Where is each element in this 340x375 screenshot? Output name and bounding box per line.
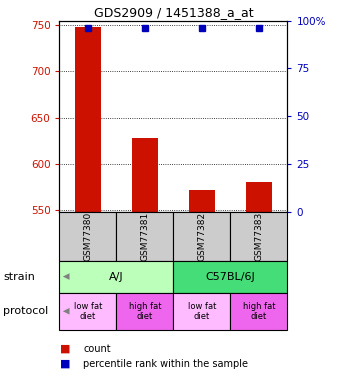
Bar [59, 212, 116, 261]
Text: GSM77381: GSM77381 [140, 211, 149, 261]
Bar [132, 138, 158, 212]
Text: strain: strain [3, 272, 35, 282]
Text: GSM77380: GSM77380 [84, 211, 92, 261]
Text: A/J: A/J [109, 272, 124, 282]
Text: high fat
diet: high fat diet [242, 302, 275, 321]
Text: GSM77382: GSM77382 [198, 211, 206, 261]
Text: percentile rank within the sample: percentile rank within the sample [83, 359, 248, 369]
Bar [231, 212, 287, 261]
Bar [173, 261, 287, 292]
Text: ■: ■ [59, 359, 70, 369]
Bar [231, 292, 287, 330]
Bar [116, 212, 173, 261]
Text: GSM77383: GSM77383 [254, 211, 263, 261]
Bar [173, 292, 231, 330]
Text: protocol: protocol [3, 306, 49, 316]
Text: C57BL/6J: C57BL/6J [205, 272, 255, 282]
Text: ■: ■ [59, 344, 70, 354]
Bar [116, 292, 173, 330]
Bar [59, 261, 173, 292]
Text: high fat
diet: high fat diet [129, 302, 161, 321]
Text: count: count [83, 344, 111, 354]
Bar [75, 27, 101, 212]
Bar [189, 190, 215, 212]
Text: low fat
diet: low fat diet [188, 302, 216, 321]
Bar [246, 182, 272, 212]
Bar [59, 292, 116, 330]
Bar [173, 212, 231, 261]
Title: GDS2909 / 1451388_a_at: GDS2909 / 1451388_a_at [94, 6, 253, 20]
Text: low fat
diet: low fat diet [74, 302, 102, 321]
